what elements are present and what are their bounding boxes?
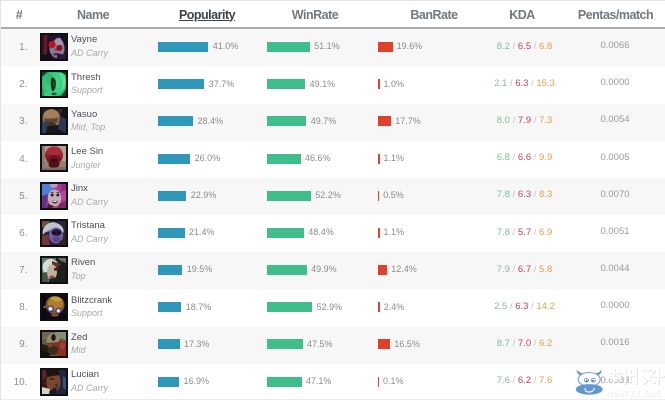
svg-text:newyx.net: newyx.net [607,388,661,399]
svg-text:newyx.net: newyx.net [607,388,661,400]
